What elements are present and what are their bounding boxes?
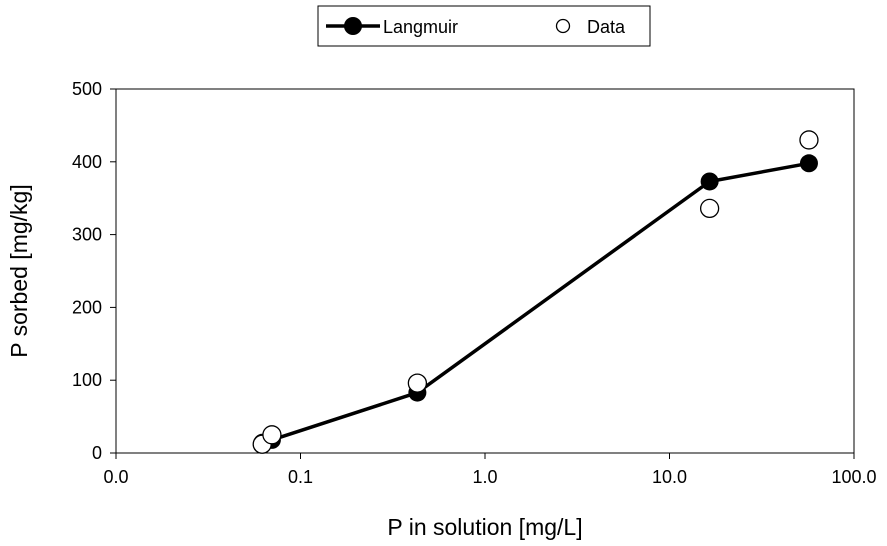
plot-series <box>252 130 819 454</box>
data-point <box>262 425 282 445</box>
y-axis: 0 100 200 300 400 500 <box>72 79 116 463</box>
legend-langmuir-marker <box>344 17 362 35</box>
y-tick-label: 200 <box>72 297 102 317</box>
legend-data-marker <box>555 18 571 34</box>
y-axis-title: P sorbed [mg/kg] <box>6 184 32 357</box>
legend-label-langmuir: Langmuir <box>383 17 458 37</box>
langmuir-line <box>261 161 810 445</box>
legend: Langmuir Data <box>317 5 651 47</box>
x-axis-title: P in solution [mg/L] <box>387 514 582 540</box>
langmuir-point <box>799 154 818 173</box>
data-point <box>799 130 819 150</box>
x-tick-label: 0.0 <box>103 467 128 487</box>
legend-label-data: Data <box>587 17 626 37</box>
data-point <box>407 373 428 393</box>
data-point <box>699 198 720 219</box>
y-tick-label: 500 <box>72 79 102 99</box>
x-tick-label: 1.0 <box>472 467 497 487</box>
x-axis: 0.0 0.1 1.0 10.0 100.0 <box>103 453 877 487</box>
y-tick-label: 400 <box>72 152 102 172</box>
y-tick-label: 300 <box>72 225 102 245</box>
x-tick-label: 100.0 <box>831 467 876 487</box>
plot-area-frame <box>115 88 855 454</box>
langmuir-point <box>700 172 719 191</box>
y-tick-label: 0 <box>92 443 102 463</box>
y-tick-label: 100 <box>72 370 102 390</box>
x-tick-label: 10.0 <box>652 467 687 487</box>
x-tick-label: 0.1 <box>288 467 313 487</box>
